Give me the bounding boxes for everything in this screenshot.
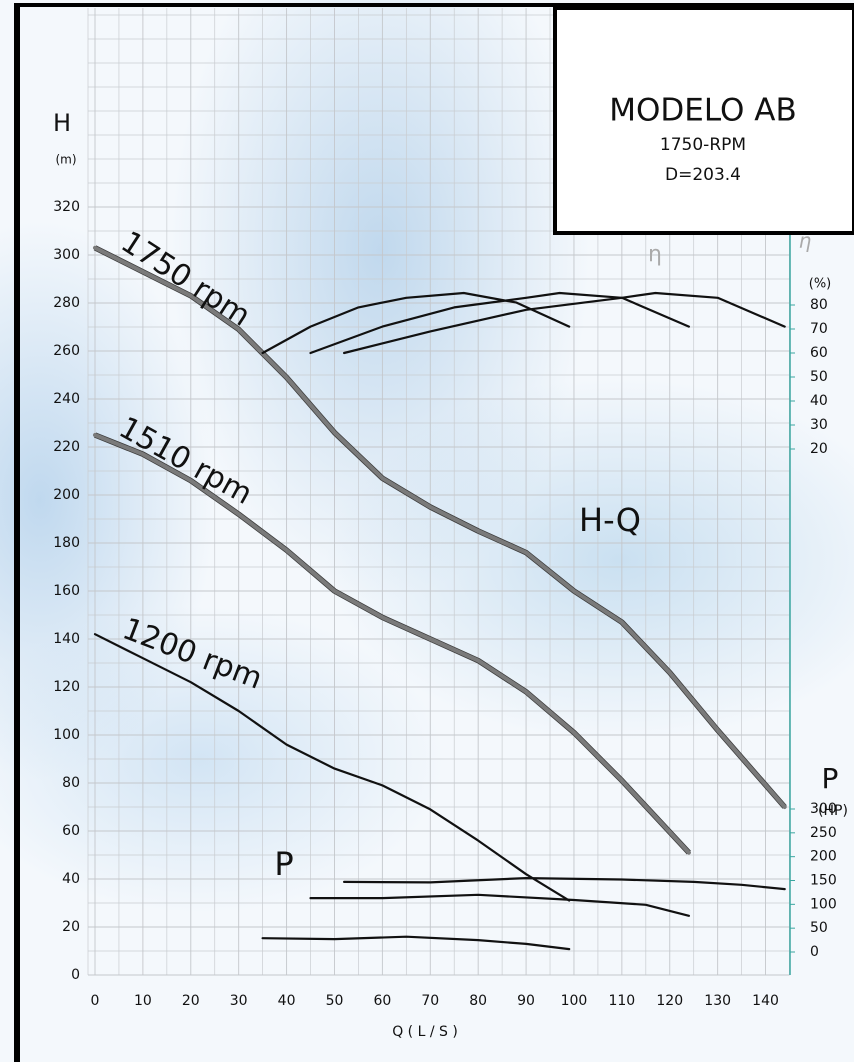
y3-tick-label: 300 <box>810 801 837 817</box>
chart: MODELO AB 1750-RPM D=203.4 H (m) η (%) P… <box>0 0 854 1062</box>
annotation: P <box>274 845 293 883</box>
x-tick-label: 50 <box>326 993 344 1009</box>
y2-tick-label: 80 <box>810 297 828 313</box>
y-tick-label: 40 <box>62 871 80 887</box>
efficiency-curve <box>311 293 689 353</box>
y-tick-label: 260 <box>53 343 80 359</box>
power-curve <box>263 937 570 949</box>
y-tick-label: 60 <box>62 823 80 839</box>
y3-tick-label: 200 <box>810 849 837 865</box>
y2-tick-label: 60 <box>810 345 828 361</box>
y-tick-label: 0 <box>71 967 80 983</box>
y-tick-label: 140 <box>53 631 80 647</box>
chart-title: MODELO AB <box>609 93 797 129</box>
x-tick-label: 30 <box>230 993 248 1009</box>
x-tick-label: 80 <box>469 993 487 1009</box>
hq-curve <box>95 248 785 807</box>
info-text: 1750-RPM <box>660 135 746 155</box>
y2-tick-label: 40 <box>810 393 828 409</box>
x-tick-label: 60 <box>373 993 391 1009</box>
y2-axis-unit: (%) <box>809 277 832 292</box>
efficiency-curve <box>263 293 570 353</box>
x-axis-label: Q ( L / S ) <box>392 1024 458 1040</box>
x-tick-label: 110 <box>608 993 635 1009</box>
x-tick-label: 140 <box>752 993 779 1009</box>
x-tick-label: 0 <box>91 993 100 1009</box>
y-tick-label: 320 <box>53 199 80 215</box>
y2-tick-label: 50 <box>810 369 828 385</box>
curve-shadow <box>95 248 785 807</box>
y-axis-label: H <box>53 109 71 137</box>
y2-tick-label: 30 <box>810 417 828 433</box>
y2-tick-label: 20 <box>810 441 828 457</box>
x-tick-label: 120 <box>656 993 683 1009</box>
x-tick-label: 10 <box>134 993 152 1009</box>
y-tick-label: 300 <box>53 247 80 263</box>
y-tick-label: 280 <box>53 295 80 311</box>
x-tick-label: 90 <box>517 993 535 1009</box>
y2-tick-label: 70 <box>810 321 828 337</box>
y-tick-label: 240 <box>53 391 80 407</box>
power-curve <box>311 895 689 916</box>
y-tick-label: 200 <box>53 487 80 503</box>
y3-axis-label: P <box>822 762 839 795</box>
curve-label: 1510 rpm <box>113 410 258 512</box>
y3-tick-label: 250 <box>810 825 837 841</box>
y-tick-label: 160 <box>53 583 80 599</box>
x-tick-label: 70 <box>421 993 439 1009</box>
efficiency-curve <box>344 293 785 353</box>
y-tick-label: 80 <box>62 775 80 791</box>
y3-tick-label: 100 <box>810 896 837 912</box>
y-tick-label: 220 <box>53 439 80 455</box>
y-tick-label: 120 <box>53 679 80 695</box>
y-axis-unit: (m) <box>55 153 76 167</box>
frame-left <box>14 3 20 1062</box>
y2-axis-label: η <box>799 229 812 253</box>
y3-tick-label: 50 <box>810 920 828 936</box>
x-tick-label: 100 <box>561 993 588 1009</box>
y3-tick-label: 150 <box>810 873 837 889</box>
x-tick-label: 130 <box>704 993 731 1009</box>
annotation: η <box>648 242 662 267</box>
x-tick-label: 20 <box>182 993 200 1009</box>
info-text: D=203.4 <box>665 165 741 185</box>
y-tick-label: 100 <box>53 727 80 743</box>
y-tick-label: 180 <box>53 535 80 551</box>
x-tick-label: 40 <box>278 993 296 1009</box>
y-tick-label: 20 <box>62 919 80 935</box>
annotation: H-Q <box>579 501 641 539</box>
power-curve <box>344 878 785 889</box>
y3-tick-label: 0 <box>810 944 819 960</box>
page: MODELO AB 1750-RPM D=203.4 H (m) η (%) P… <box>0 0 854 1062</box>
